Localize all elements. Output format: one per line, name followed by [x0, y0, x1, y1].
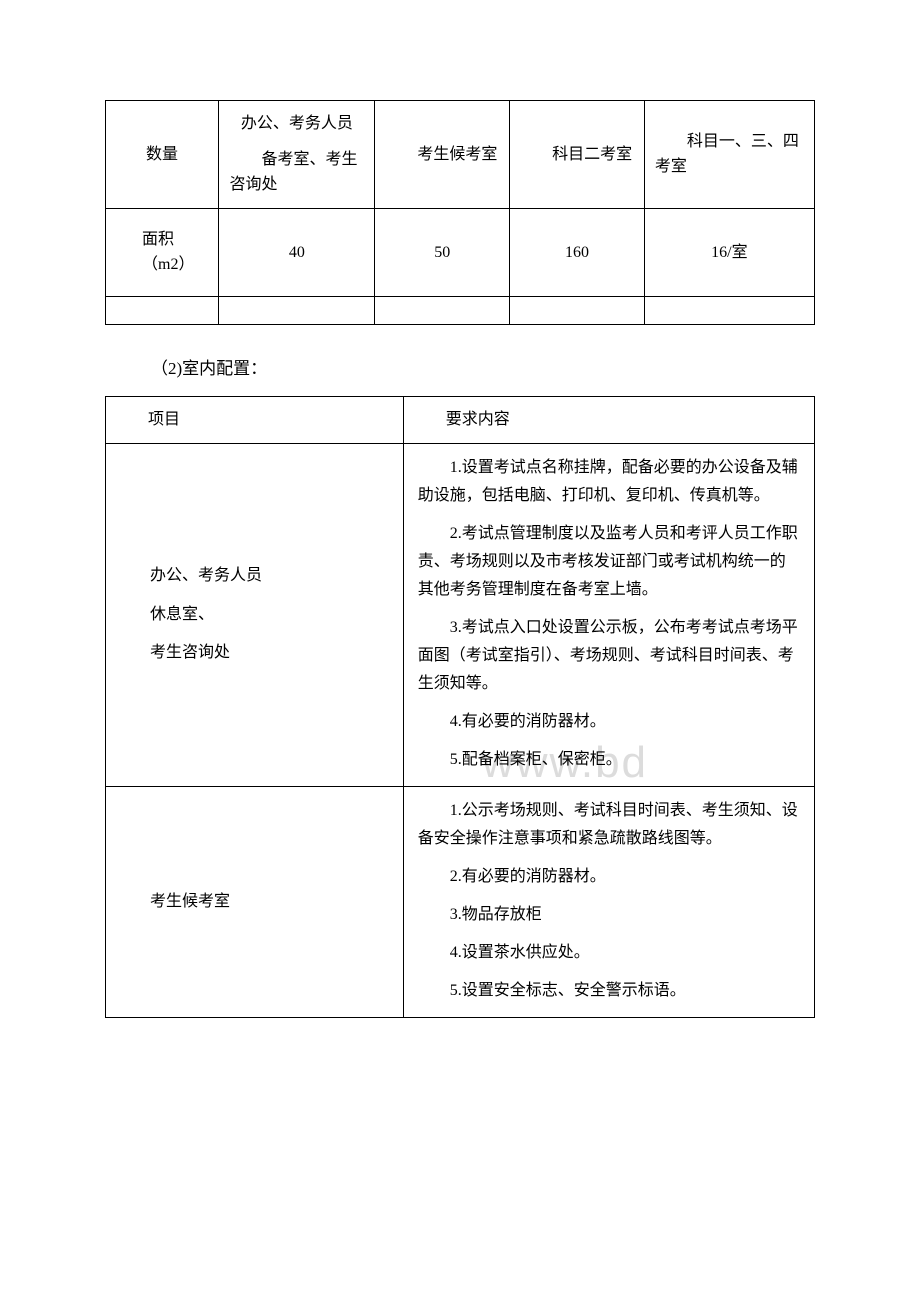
- cell-waiting-room: 考生候考室: [375, 101, 510, 209]
- cell-office-staff: 办公、考务人员 备考室、考生咨询处: [219, 101, 375, 209]
- empty-cell: [644, 296, 814, 324]
- section-heading: （2)室内配置：: [105, 343, 815, 396]
- table-row-empty: [106, 296, 815, 324]
- requirement-para: 5.设置安全标志、安全警示标语。: [418, 977, 800, 1005]
- cell-item-waiting: 考生候考室: [106, 786, 404, 1017]
- table-row: 面积（m2） 40 50 160 16/室: [106, 208, 815, 296]
- cell-text: 考生候考室: [385, 142, 499, 168]
- cell-line: 休息室、: [150, 596, 385, 634]
- table-row: 办公、考务人员 休息室、 考生咨询处 1.设置考试点名称挂牌，配备必要的办公设备…: [106, 443, 815, 786]
- cell-line: 办公、考务人员: [150, 557, 385, 595]
- cell-area-value: 16/室: [644, 208, 814, 296]
- cell-text: 科目二考室: [520, 142, 634, 168]
- cell-req-waiting: 1.公示考场规则、考试科目时间表、考生须知、设备安全操作注意事项和紧急疏散路线图…: [403, 786, 814, 1017]
- requirement-para: 3.物品存放柜: [418, 901, 800, 929]
- requirement-para: 1.设置考试点名称挂牌，配备必要的办公设备及辅助设施，包括电脑、打印机、复印机、…: [418, 454, 800, 510]
- cell-line: 考生候考室: [150, 883, 385, 921]
- table-row: 数量 办公、考务人员 备考室、考生咨询处 考生候考室 科目二考室 科目一、三、四…: [106, 101, 815, 209]
- header-requirement: 要求内容: [403, 397, 814, 444]
- area-table: 数量 办公、考务人员 备考室、考生咨询处 考生候考室 科目二考室 科目一、三、四…: [105, 100, 815, 325]
- empty-cell: [375, 296, 510, 324]
- empty-cell: [510, 296, 645, 324]
- header-item: 项目: [106, 397, 404, 444]
- requirement-para: 2.考试点管理制度以及监考人员和考评人员工作职责、考场规则以及市考核发证部门或考…: [418, 520, 800, 604]
- cell-text: 科目一、三、四考室: [655, 129, 804, 180]
- page-wrapper: www.bd 数量 办公、考务人员 备考室、考生咨询处 考生候考室 科目二考室 …: [105, 100, 815, 1018]
- cell-area-value: 160: [510, 208, 645, 296]
- config-table: 项目 要求内容 办公、考务人员 休息室、 考生咨询处 1.设置考试点名称挂牌，配…: [105, 396, 815, 1018]
- cell-quantity-label: 数量: [106, 101, 219, 209]
- cell-area-value: 40: [219, 208, 375, 296]
- requirement-para: 3.考试点入口处设置公示板，公布考考试点考场平面图（考试室指引）、考场规则、考试…: [418, 614, 800, 698]
- cell-subject2-room: 科目二考室: [510, 101, 645, 209]
- empty-cell: [106, 296, 219, 324]
- cell-area-label: 面积（m2）: [106, 208, 219, 296]
- cell-line: 备考室、考生咨询处: [229, 147, 364, 198]
- requirement-para: 4.有必要的消防器材。: [418, 708, 800, 736]
- cell-area-value: 50: [375, 208, 510, 296]
- cell-subject134-room: 科目一、三、四考室: [644, 101, 814, 209]
- cell-line: 考生咨询处: [150, 634, 385, 672]
- table-row: 项目 要求内容: [106, 397, 815, 444]
- empty-cell: [219, 296, 375, 324]
- table-row: 考生候考室 1.公示考场规则、考试科目时间表、考生须知、设备安全操作注意事项和紧…: [106, 786, 815, 1017]
- cell-req-office: 1.设置考试点名称挂牌，配备必要的办公设备及辅助设施，包括电脑、打印机、复印机、…: [403, 443, 814, 786]
- requirement-para: 5.配备档案柜、保密柜。: [418, 746, 800, 774]
- cell-item-office: 办公、考务人员 休息室、 考生咨询处: [106, 443, 404, 786]
- cell-line: 办公、考务人员: [229, 111, 364, 137]
- requirement-para: 2.有必要的消防器材。: [418, 863, 800, 891]
- requirement-para: 1.公示考场规则、考试科目时间表、考生须知、设备安全操作注意事项和紧急疏散路线图…: [418, 797, 800, 853]
- requirement-para: 4.设置茶水供应处。: [418, 939, 800, 967]
